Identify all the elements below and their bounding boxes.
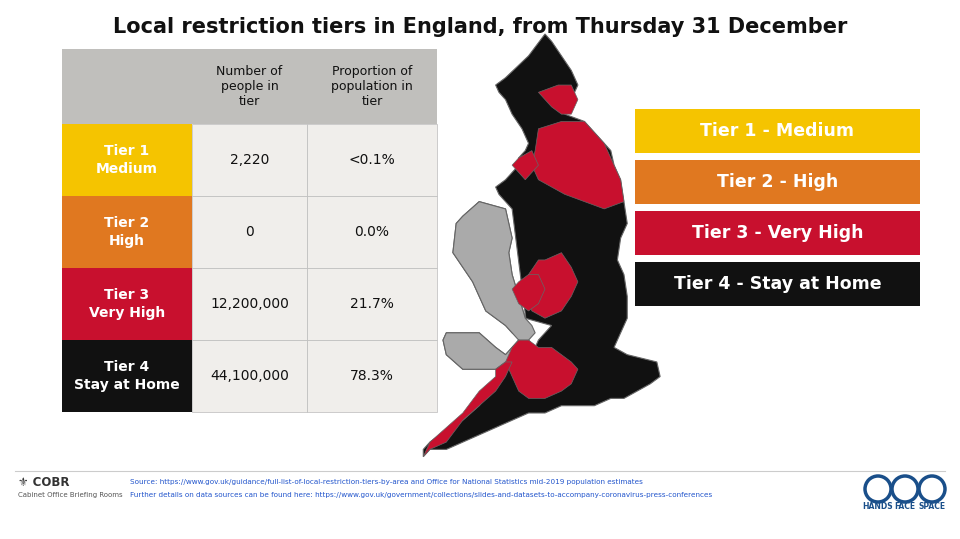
Text: HANDS: HANDS	[863, 502, 894, 511]
Polygon shape	[512, 274, 545, 311]
Text: Local restriction tiers in England, from Thursday 31 December: Local restriction tiers in England, from…	[113, 17, 847, 37]
Text: 12,200,000: 12,200,000	[210, 297, 289, 311]
Text: Tier 2 - High: Tier 2 - High	[717, 173, 838, 191]
FancyBboxPatch shape	[635, 262, 920, 306]
Text: Proportion of
population in
tier: Proportion of population in tier	[331, 65, 413, 108]
Polygon shape	[423, 362, 512, 457]
FancyBboxPatch shape	[192, 49, 437, 124]
FancyBboxPatch shape	[62, 268, 192, 340]
Text: 0.0%: 0.0%	[354, 225, 390, 239]
Text: ⚜ COBR: ⚜ COBR	[18, 475, 69, 488]
Text: 2,220: 2,220	[229, 153, 269, 167]
Text: Tier 2
High: Tier 2 High	[105, 216, 150, 247]
Polygon shape	[423, 34, 660, 457]
Text: Tier 1 - Medium: Tier 1 - Medium	[701, 122, 854, 140]
FancyBboxPatch shape	[307, 196, 437, 268]
Polygon shape	[506, 340, 578, 398]
FancyBboxPatch shape	[307, 340, 437, 412]
Text: 21.7%: 21.7%	[350, 297, 394, 311]
FancyBboxPatch shape	[635, 211, 920, 255]
FancyBboxPatch shape	[635, 109, 920, 153]
Polygon shape	[525, 253, 578, 318]
Polygon shape	[532, 121, 624, 209]
Text: Tier 1
Medium: Tier 1 Medium	[96, 144, 158, 176]
Text: Tier 3 - Very High: Tier 3 - Very High	[692, 224, 863, 242]
Text: Tier 4
Stay at Home: Tier 4 Stay at Home	[74, 361, 180, 392]
Text: Cabinet Office Briefing Rooms: Cabinet Office Briefing Rooms	[18, 492, 123, 498]
Text: 78.3%: 78.3%	[350, 369, 394, 383]
Text: Further details on data sources can be found here: https://www.gov.uk/government: Further details on data sources can be f…	[130, 492, 712, 498]
Text: FACE: FACE	[895, 502, 916, 511]
Text: 0: 0	[245, 225, 253, 239]
FancyBboxPatch shape	[62, 124, 192, 196]
FancyBboxPatch shape	[62, 196, 192, 268]
Polygon shape	[443, 202, 535, 369]
Text: Source: https://www.gov.uk/guidance/full-list-of-local-restriction-tiers-by-area: Source: https://www.gov.uk/guidance/full…	[130, 479, 643, 485]
Polygon shape	[539, 85, 578, 114]
FancyBboxPatch shape	[307, 268, 437, 340]
Text: Tier 4 - Stay at Home: Tier 4 - Stay at Home	[674, 275, 881, 293]
FancyBboxPatch shape	[192, 340, 307, 412]
Text: SPACE: SPACE	[919, 502, 946, 511]
Text: Number of
people in
tier: Number of people in tier	[216, 65, 282, 108]
FancyBboxPatch shape	[635, 160, 920, 204]
FancyBboxPatch shape	[307, 124, 437, 196]
FancyBboxPatch shape	[192, 196, 307, 268]
Text: Tier 3
Very High: Tier 3 Very High	[89, 288, 165, 320]
Text: <0.1%: <0.1%	[348, 153, 396, 167]
Text: 44,100,000: 44,100,000	[210, 369, 289, 383]
FancyBboxPatch shape	[62, 49, 192, 124]
FancyBboxPatch shape	[192, 268, 307, 340]
FancyBboxPatch shape	[192, 124, 307, 196]
FancyBboxPatch shape	[62, 340, 192, 412]
Polygon shape	[512, 150, 539, 180]
